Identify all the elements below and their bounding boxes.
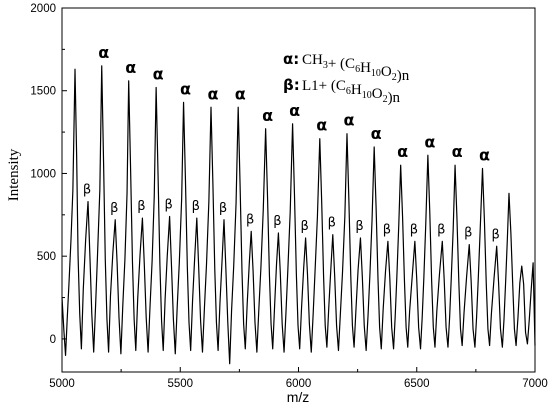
legend-formula: L1+ (C6H10O2)n [302,78,401,106]
x-tick-label: 5000 [49,378,75,390]
alpha-peak-label: α [424,132,435,151]
beta-peak-label: β [355,219,363,234]
alpha-peak-label: α [98,43,109,62]
beta-peak-label: β [110,201,118,216]
alpha-peak-label: α [343,111,354,130]
beta-peak-label: β [492,227,500,242]
beta-peak-label: β [246,212,254,227]
beta-peak-label: β [300,219,308,234]
beta-peak-label: β [273,214,281,229]
y-axis-title: Intensity [6,148,22,201]
y-tick-label: 1000 [30,168,56,180]
x-tick-label: 6500 [404,378,430,390]
beta-peak-label: β [464,226,472,241]
x-axis-title: m/z [287,389,310,405]
y-tick-label: 2000 [30,3,56,15]
y-tick-label: 1500 [30,86,56,98]
alpha-peak-label: α [180,79,191,98]
beta-peak-label: β [328,216,336,231]
legend: α: CH3+ (C6H10O2)nβ: L1+ (C6H10O2)n [283,50,410,106]
alpha-peak-label: α [316,116,327,135]
alpha-peak-label: α [153,64,164,83]
legend-symbol: α: [283,50,299,68]
y-tick-label: 0 [50,334,56,346]
legend-symbol: β: [283,76,300,94]
beta-peak-label: β [410,222,418,237]
alpha-peak-label: α [125,58,136,77]
spectrum-line [61,65,536,365]
beta-peak-label: β [137,199,145,214]
beta-peak-label: β [437,222,445,237]
x-tick-label: 7000 [522,378,548,390]
alpha-peak-label: α [479,145,490,164]
beta-peak-label: β [83,183,91,198]
alpha-peak-label: α [397,142,408,161]
x-tick-label: 5500 [167,378,193,390]
alpha-peak-label: α [207,84,218,103]
beta-peak-label: β [383,222,391,237]
alpha-peak-label: α [289,101,300,120]
alpha-peak-label: α [235,84,246,103]
beta-peak-label: β [192,199,200,214]
alpha-peak-label: α [452,142,463,161]
x-tick-label: 6000 [286,378,312,390]
alpha-peak-label: α [371,124,382,143]
y-tick-label: 500 [37,251,56,263]
legend-formula: CH3+ (C6H10O2)n [302,52,410,84]
beta-peak-label: β [219,201,227,216]
beta-peak-label: β [164,197,172,212]
alpha-peak-label: α [262,106,273,125]
